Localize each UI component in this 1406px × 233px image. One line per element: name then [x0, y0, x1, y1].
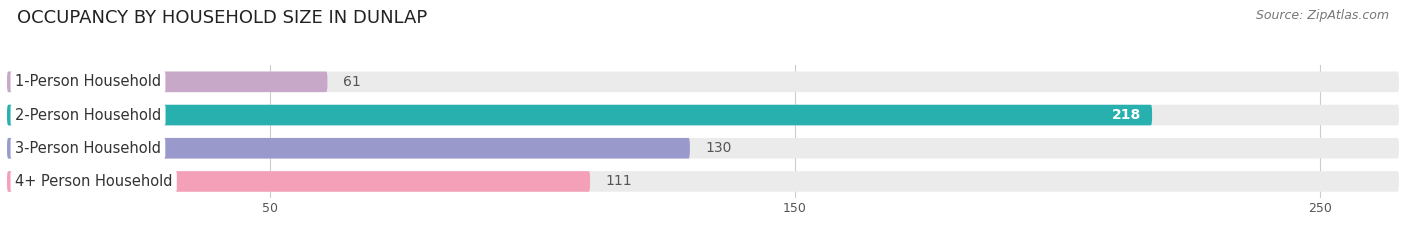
- Text: 61: 61: [343, 75, 361, 89]
- FancyBboxPatch shape: [7, 105, 1399, 125]
- FancyBboxPatch shape: [7, 138, 690, 158]
- Text: 2-Person Household: 2-Person Household: [15, 108, 162, 123]
- FancyBboxPatch shape: [7, 138, 1399, 158]
- Text: 130: 130: [706, 141, 733, 155]
- Text: 218: 218: [1112, 108, 1142, 122]
- Text: Source: ZipAtlas.com: Source: ZipAtlas.com: [1256, 9, 1389, 22]
- FancyBboxPatch shape: [7, 105, 1152, 125]
- Text: 4+ Person Household: 4+ Person Household: [15, 174, 173, 189]
- FancyBboxPatch shape: [7, 72, 1399, 92]
- Text: 111: 111: [606, 175, 633, 188]
- FancyBboxPatch shape: [7, 72, 328, 92]
- Text: OCCUPANCY BY HOUSEHOLD SIZE IN DUNLAP: OCCUPANCY BY HOUSEHOLD SIZE IN DUNLAP: [17, 9, 427, 27]
- FancyBboxPatch shape: [7, 171, 591, 192]
- Text: 3-Person Household: 3-Person Household: [15, 141, 160, 156]
- FancyBboxPatch shape: [7, 171, 1399, 192]
- Text: 1-Person Household: 1-Person Household: [15, 74, 162, 89]
